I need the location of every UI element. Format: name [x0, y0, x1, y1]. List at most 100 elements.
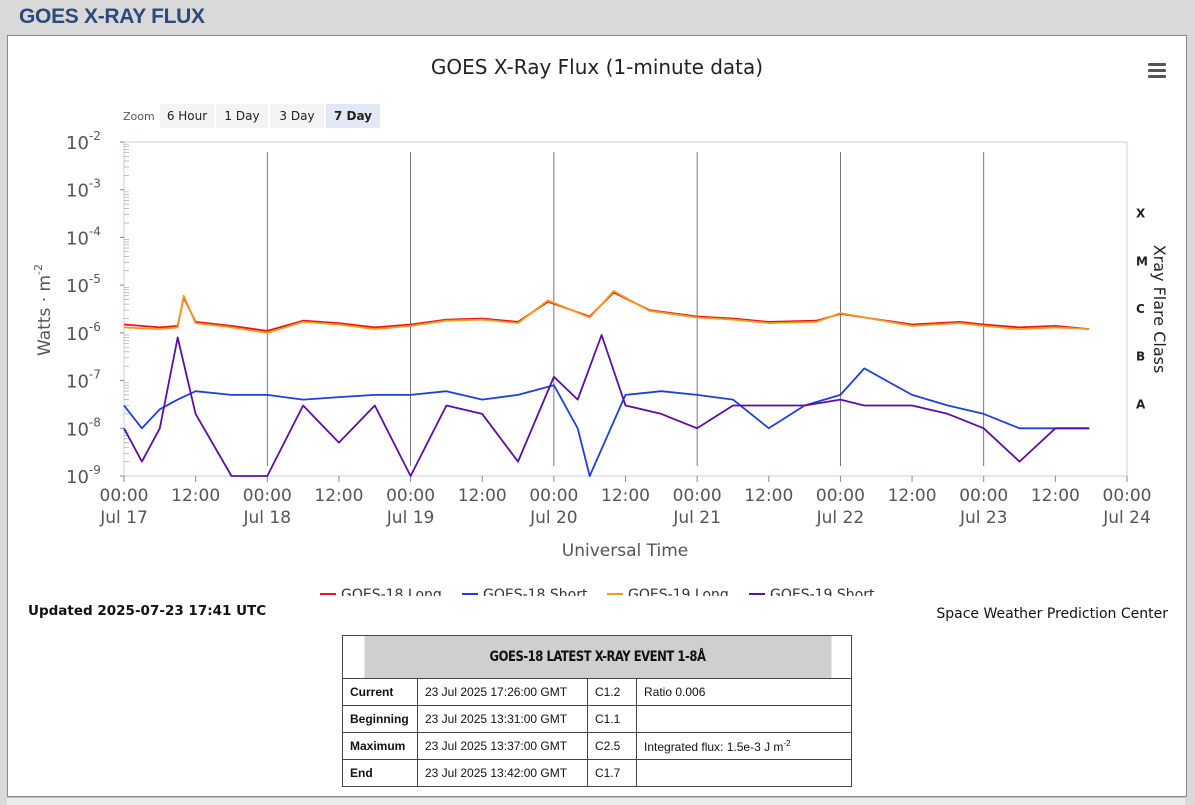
zoom-button-bg — [270, 104, 324, 128]
event-label: Beginning — [342, 705, 418, 733]
zoom-button-bg — [216, 104, 268, 128]
bottom-strip — [7, 797, 1185, 805]
x-tick-time: 00:00 — [529, 486, 578, 506]
x-tick-date: Jul 17 — [99, 508, 148, 528]
y-tick-exponent: -4 — [89, 224, 101, 238]
zoom-button-7-day[interactable]: 7 Day — [326, 104, 380, 128]
legend-label: GOES-19 Long — [628, 587, 729, 596]
x-tick-time: 12:00 — [601, 486, 650, 506]
y-tick-exponent: -8 — [89, 415, 101, 429]
y2-axis-label: Xray Flare Class — [1150, 245, 1169, 374]
x-tick-date: Jul 22 — [816, 508, 865, 528]
x-tick-date: Jul 18 — [243, 508, 292, 528]
event-class: C1.7 — [587, 759, 637, 787]
x-tick-time: 12:00 — [744, 486, 793, 506]
flare-class-b: B — [1136, 350, 1145, 364]
y-tick-label: 10-6 — [66, 320, 101, 345]
chart-menu-icon[interactable] — [1146, 60, 1168, 80]
x-tick-date: Jul 24 — [1102, 508, 1151, 528]
x-tick-time: 12:00 — [888, 486, 937, 506]
chart-title: GOES X-Ray Flux (1-minute data) — [431, 55, 763, 79]
x-tick-time: 12:00 — [1031, 486, 1080, 506]
zoom-button-bg — [326, 104, 380, 128]
x-tick-date: Jul 20 — [529, 508, 578, 528]
event-note: Integrated flux: 1.5e-3 J m-2 — [636, 732, 852, 760]
zoom-button-6-hour[interactable]: 6 Hour — [160, 104, 214, 128]
legend-item-goes-19-long[interactable]: GOES-19 Long — [607, 587, 729, 596]
legend-label: GOES-18 Short — [483, 587, 588, 596]
x-tick-date: Jul 19 — [386, 508, 435, 528]
y-tick-label: 10-3 — [66, 177, 101, 202]
x-tick-time: 00:00 — [243, 486, 292, 506]
y-axis-label: Watts · m-2 — [32, 264, 55, 356]
zoom-button-label: 7 Day — [334, 109, 372, 123]
legend-item-goes-18-short[interactable]: GOES-18 Short — [462, 587, 588, 596]
y-tick-label: 10-7 — [66, 368, 101, 393]
x-tick-time: 00:00 — [673, 486, 722, 506]
zoom-button-bg — [160, 104, 214, 128]
event-label: Current — [342, 678, 418, 706]
x-tick-time: 00:00 — [816, 486, 865, 506]
event-row-current: Current 23 Jul 2025 17:26:00 GMT C1.2 Ratio… — [342, 678, 852, 706]
zoom-button-3-day[interactable]: 3 Day — [270, 104, 324, 128]
y-tick-exponent: -2 — [89, 129, 101, 143]
event-time: 23 Jul 2025 13:37:00 GMT — [417, 732, 588, 760]
event-time: 23 Jul 2025 13:31:00 GMT — [417, 705, 588, 733]
event-time: 23 Jul 2025 17:26:00 GMT — [417, 678, 588, 706]
x-axis-label: Universal Time — [562, 541, 688, 561]
x-tick-time: 12:00 — [458, 486, 507, 506]
page-title: GOES X-RAY FLUX — [19, 5, 205, 28]
event-time: 23 Jul 2025 13:42:00 GMT — [417, 759, 588, 787]
flare-class-m: M — [1136, 254, 1148, 268]
y-tick-label: 10-9 — [66, 463, 101, 488]
note-exponent: -2 — [783, 738, 791, 748]
event-class: C1.2 — [587, 678, 637, 706]
zoom-button-label: 6 Hour — [167, 109, 207, 123]
x-tick-time: 12:00 — [314, 486, 363, 506]
y-axis-label-exponent: -2 — [32, 264, 45, 275]
y-tick-exponent: -6 — [89, 320, 101, 334]
event-row-end: End 23 Jul 2025 13:42:00 GMT C1.7 — [342, 759, 852, 787]
event-row-maximum: Maximum 23 Jul 2025 13:37:00 GMT C2.5 Integ… — [342, 732, 852, 760]
x-tick-time: 00:00 — [100, 486, 149, 506]
x-tick-date: Jul 23 — [959, 508, 1008, 528]
legend-label: GOES-18 Long — [341, 587, 442, 596]
event-note — [636, 759, 852, 787]
xray-flux-chart: GOES X-Ray Flux (1-minute data) Zoom 6 Hou… — [32, 55, 1169, 596]
latest-event-table: GOES-18 LATEST X-RAY EVENT 1-8Å Current 2… — [342, 635, 852, 787]
event-label: Maximum — [342, 732, 418, 760]
legend-label: GOES-19 Short — [770, 587, 875, 596]
event-note: Ratio 0.006 — [636, 678, 852, 706]
legend-item-goes-18-long[interactable]: GOES-18 Long — [320, 587, 442, 596]
chart-panel: GOES X-Ray Flux (1-minute data) Zoom 6 Hou… — [7, 35, 1187, 797]
y-tick-label: 10-5 — [66, 272, 101, 297]
event-class: C2.5 — [587, 732, 637, 760]
y-tick-label: 10-8 — [66, 415, 101, 440]
y-tick-label: 10-4 — [66, 224, 101, 249]
event-label: End — [342, 759, 418, 787]
zoom-label: Zoom — [123, 110, 155, 123]
zoom-button-1-day[interactable]: 1 Day — [216, 104, 268, 128]
x-tick-time: 00:00 — [959, 486, 1008, 506]
legend-item-goes-19-short[interactable]: GOES-19 Short — [749, 587, 875, 596]
y-tick-exponent: -5 — [89, 272, 101, 286]
flare-class-c: C — [1136, 302, 1145, 316]
plot-area — [123, 141, 1128, 477]
x-tick-time: 12:00 — [171, 486, 220, 506]
series-line-goes-19-short — [123, 334, 1090, 477]
event-table-title: GOES-18 LATEST X-RAY EVENT 1-8Å — [362, 635, 832, 679]
zoom-button-label: 1 Day — [224, 109, 259, 123]
series-line-goes-18-short — [123, 367, 1090, 477]
y-tick-label: 10-2 — [66, 129, 101, 154]
zoom-button-label: 3 Day — [279, 109, 314, 123]
event-row-beginning: Beginning 23 Jul 2025 13:31:00 GMT C1.1 — [342, 705, 852, 733]
y-tick-exponent: -3 — [89, 177, 101, 191]
x-tick-date: Jul 21 — [672, 508, 721, 528]
y-tick-exponent: -9 — [89, 463, 101, 477]
credit-label: Space Weather Prediction Center — [936, 606, 1168, 622]
flare-class-a: A — [1136, 397, 1146, 411]
series-line-goes-18-long — [123, 291, 1090, 332]
x-tick-time: 00:00 — [1103, 486, 1152, 506]
updated-timestamp: Updated 2025-07-23 17:41 UTC — [28, 603, 267, 619]
y-tick-exponent: -7 — [89, 368, 101, 382]
